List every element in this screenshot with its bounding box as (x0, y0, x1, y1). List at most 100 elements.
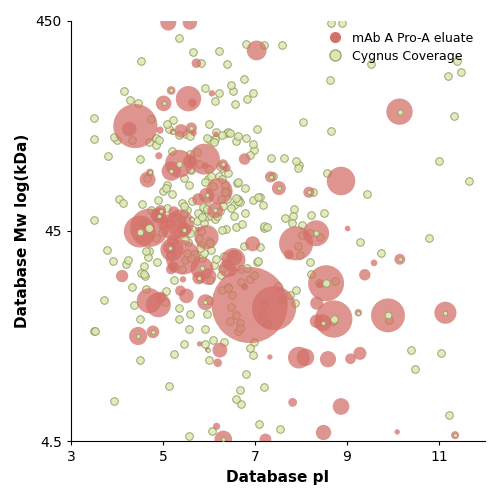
Point (396, 108, 404, 116)
Point (412, 366, 420, 374)
Point (182, 130, 190, 138)
Point (156, 126, 164, 134)
Point (230, 212, 238, 220)
Point (168, 167, 175, 175)
Point (248, 240, 256, 248)
Point (255, 420, 263, 428)
Point (211, 206, 219, 214)
Point (368, 60, 376, 68)
Point (182, 292, 190, 300)
Point (324, 169, 332, 177)
Point (201, 325, 209, 333)
Point (218, 265, 226, 273)
Point (204, 272, 212, 280)
Legend: mAb A Pro-A eluate, Cygnus Coverage: mAb A Pro-A eluate, Cygnus Coverage (318, 27, 479, 68)
Point (393, 428, 401, 436)
Point (298, 221, 306, 229)
Point (250, 146, 258, 154)
Point (260, 382, 268, 390)
Point (186, 166, 194, 174)
Point (385, 316, 393, 324)
Point (305, 188, 313, 196)
Point (160, 100, 168, 108)
Point (144, 246, 152, 254)
Point (228, 204, 235, 212)
Point (200, 219, 208, 227)
Point (219, 160, 227, 168)
Point (170, 350, 178, 358)
Point (194, 226, 202, 234)
Point (167, 86, 175, 94)
Point (169, 128, 177, 136)
Point (232, 100, 239, 108)
Point (205, 165, 213, 173)
Point (356, 350, 364, 358)
Point (306, 270, 314, 278)
Point (186, 310, 194, 318)
Point (176, 214, 184, 222)
Point (154, 196, 162, 204)
Point (295, 354, 303, 362)
Point (156, 206, 164, 214)
Point (184, 432, 192, 440)
Point (226, 318, 234, 326)
Point (305, 188, 313, 196)
Point (204, 356, 212, 364)
Point (188, 215, 196, 223)
Point (166, 244, 173, 252)
Point (263, 320, 271, 328)
Point (270, 172, 278, 179)
Point (186, 132, 194, 140)
Point (226, 303, 234, 311)
Point (361, 271, 369, 279)
Point (442, 309, 450, 317)
Point (236, 198, 244, 206)
Point (210, 336, 218, 344)
Point (222, 188, 230, 196)
Point (292, 240, 300, 248)
Point (152, 140, 160, 148)
Point (206, 239, 214, 247)
Point (226, 82, 234, 90)
Point (142, 284, 150, 292)
Point (110, 397, 118, 405)
Point (195, 160, 203, 168)
Point (240, 208, 248, 216)
Point (168, 147, 176, 155)
Point (234, 178, 242, 186)
Point (221, 180, 229, 188)
Point (292, 286, 300, 294)
Point (104, 152, 112, 160)
Point (103, 246, 111, 254)
Point (155, 152, 163, 160)
Point (181, 236, 189, 244)
Point (346, 354, 354, 362)
Point (212, 255, 220, 263)
Point (254, 258, 262, 266)
Point (234, 197, 242, 205)
Point (132, 122, 140, 130)
Point (223, 195, 231, 203)
Point (285, 250, 293, 258)
Point (206, 276, 214, 284)
Point (290, 212, 298, 220)
Point (262, 436, 270, 444)
Point (292, 299, 300, 307)
Point (109, 257, 117, 265)
Point (190, 250, 198, 258)
Point (180, 234, 188, 242)
Point (298, 230, 306, 238)
Point (232, 179, 240, 187)
Point (178, 211, 186, 219)
Point (168, 167, 175, 175)
Point (204, 346, 212, 354)
Point (220, 436, 228, 444)
Point (160, 100, 168, 108)
Point (241, 184, 249, 192)
Point (152, 134, 160, 142)
Point (236, 386, 244, 394)
Point (234, 132, 242, 140)
Point (219, 202, 227, 209)
Point (136, 228, 144, 235)
Point (232, 311, 240, 319)
